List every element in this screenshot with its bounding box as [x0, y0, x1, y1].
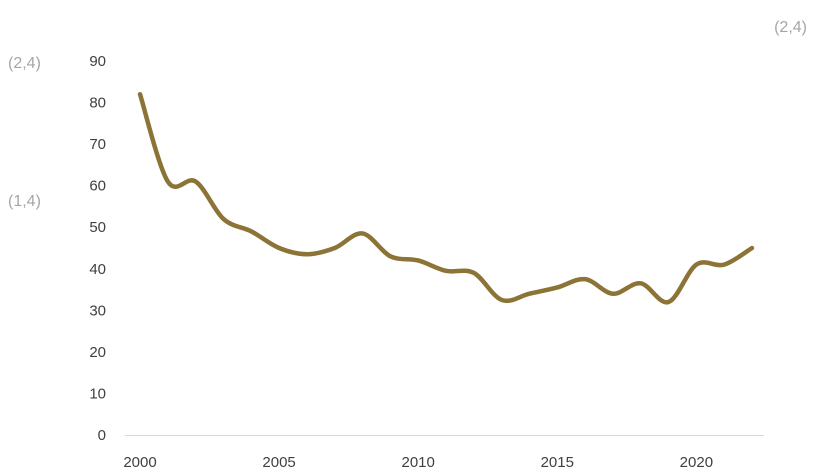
data-point	[611, 292, 615, 296]
series-layer	[137, 91, 755, 305]
annotation-label: (1,4)	[8, 193, 41, 210]
data-point	[277, 246, 281, 250]
data-point	[221, 217, 225, 221]
data-point	[249, 229, 253, 233]
data-point	[305, 252, 309, 256]
data-point	[500, 298, 504, 302]
data-point	[388, 254, 392, 258]
x-axis: 2000 2005 2010 2015 2020	[123, 454, 713, 470]
annotation-label: (2,4)	[774, 19, 807, 36]
data-point	[416, 258, 420, 262]
x-tick-label: 2020	[680, 454, 713, 470]
data-point	[583, 277, 587, 281]
y-tick-label: 0	[98, 427, 106, 444]
data-point	[555, 285, 559, 289]
data-point	[472, 271, 476, 275]
annotations: (2,4) (2,4) (1,4)	[8, 19, 807, 210]
y-tick-label: 60	[89, 178, 106, 195]
y-tick-label: 20	[89, 344, 106, 361]
data-point	[722, 263, 726, 267]
data-point	[166, 180, 170, 184]
data-point	[333, 246, 337, 250]
y-tick-label: 50	[89, 219, 106, 236]
x-tick-label: 2000	[123, 454, 156, 470]
y-tick-label: 30	[89, 302, 106, 319]
data-point	[444, 269, 448, 273]
y-tick-label: 80	[89, 95, 106, 112]
y-tick-label: 70	[89, 136, 106, 153]
annotation-label: (2,4)	[8, 55, 41, 72]
data-point	[667, 300, 671, 304]
x-tick-label: 2010	[401, 454, 434, 470]
series-line	[137, 91, 755, 305]
y-tick-label: 10	[89, 385, 106, 402]
data-point	[138, 92, 142, 96]
x-tick-label: 2005	[262, 454, 295, 470]
x-tick-label: 2015	[541, 454, 574, 470]
data-point	[194, 180, 198, 184]
y-tick-label: 40	[89, 261, 106, 278]
data-point	[527, 292, 531, 296]
data-point	[694, 263, 698, 267]
y-axis: 0 10 20 30 40 50 60 70 80 90	[89, 53, 106, 444]
data-point	[639, 281, 643, 285]
data-point	[750, 246, 754, 250]
data-point	[361, 231, 365, 235]
y-tick-label: 90	[89, 53, 106, 70]
